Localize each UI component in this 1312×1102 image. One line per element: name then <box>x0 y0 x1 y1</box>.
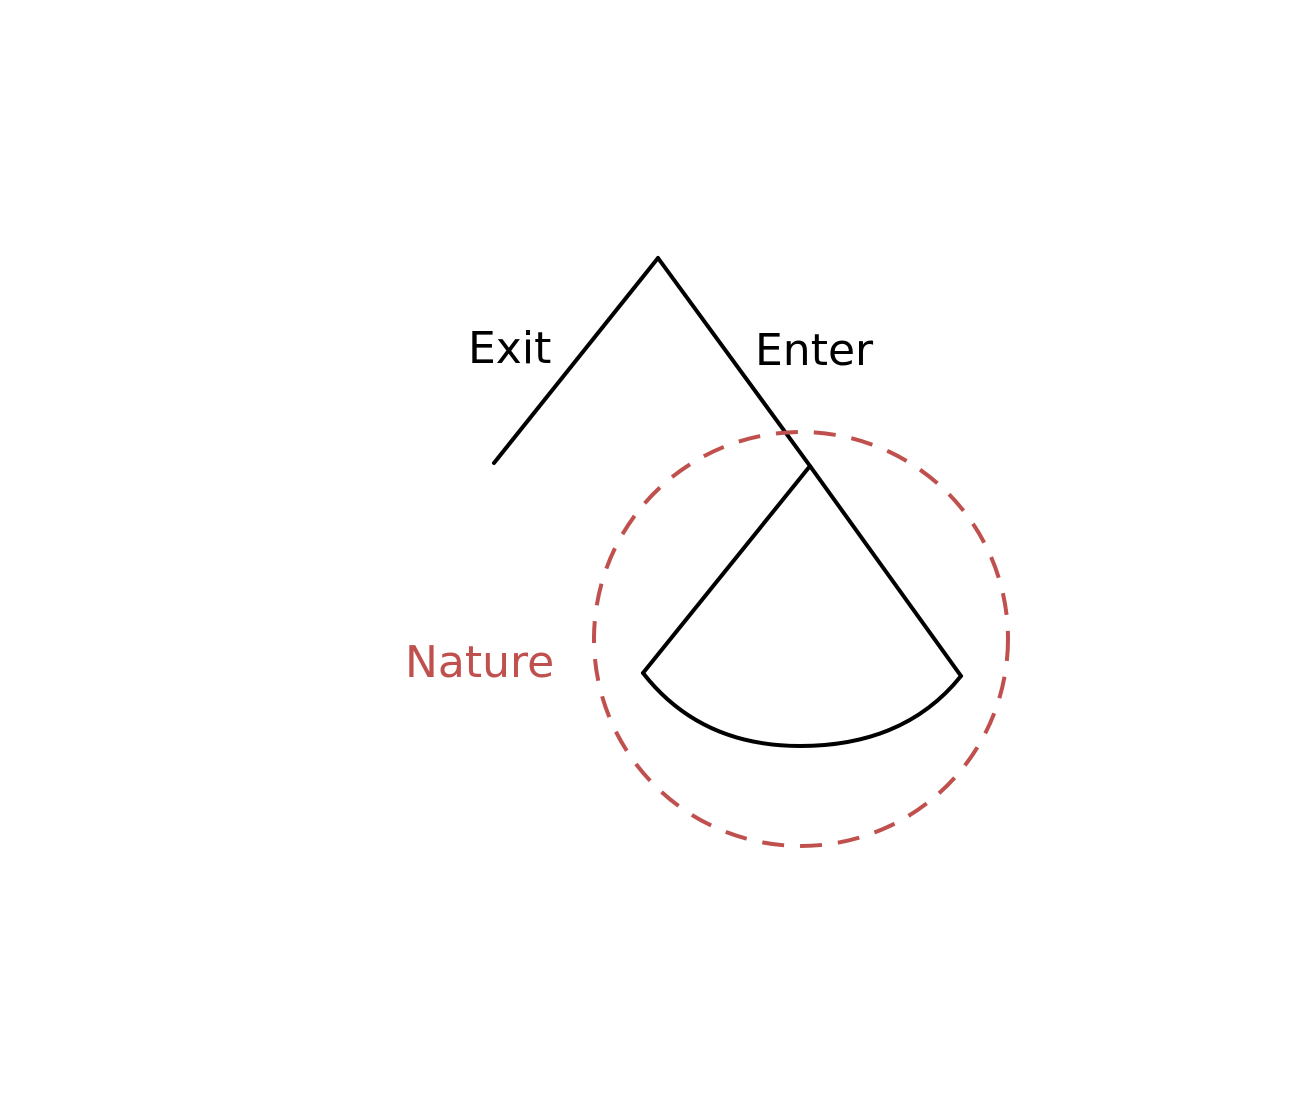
exit-label: Exit <box>468 323 551 374</box>
nature-right-branch-line <box>808 464 963 678</box>
nature-left-branch-line <box>641 464 812 675</box>
nature-outcome-arc <box>641 671 963 748</box>
exit-branch-line <box>492 256 660 465</box>
nature-highlight-circle <box>592 430 1010 848</box>
enter-label: Enter <box>755 325 874 376</box>
nature-label: Nature <box>405 637 554 688</box>
